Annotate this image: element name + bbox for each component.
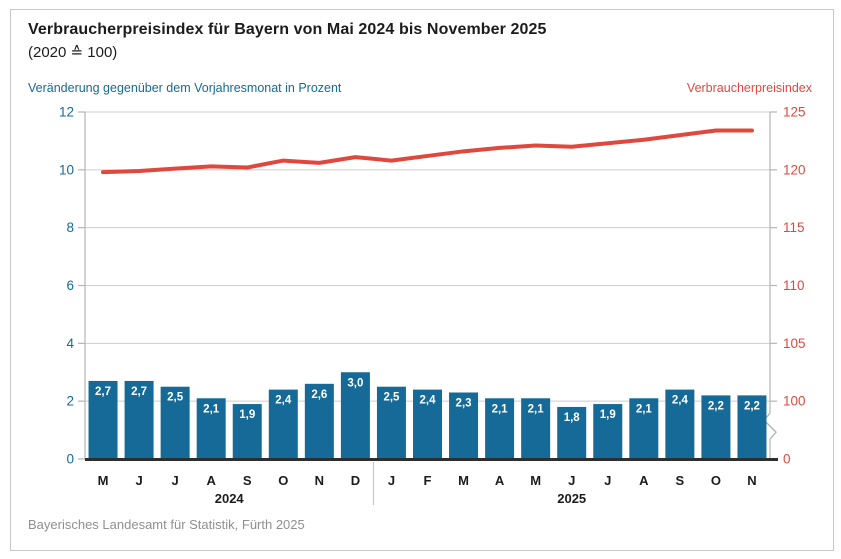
bar bbox=[449, 392, 479, 459]
month-label: A bbox=[639, 473, 649, 488]
bar-value-label: 1,8 bbox=[564, 412, 581, 424]
month-label: J bbox=[172, 473, 179, 488]
month-label: F bbox=[424, 473, 432, 488]
bar-value-label: 2,3 bbox=[456, 397, 472, 409]
month-label: O bbox=[278, 473, 288, 488]
source-footer: Bayerisches Landesamt für Statistik, Für… bbox=[28, 517, 305, 532]
bar bbox=[124, 380, 154, 459]
bar bbox=[413, 389, 442, 459]
month-label: A bbox=[495, 473, 505, 488]
bar bbox=[88, 380, 118, 459]
bar bbox=[232, 404, 262, 459]
bar bbox=[376, 386, 406, 459]
bar-value-label: 2,1 bbox=[636, 403, 653, 415]
left-tick-label: 2 bbox=[66, 394, 74, 409]
bar bbox=[629, 398, 659, 459]
month-label: M bbox=[530, 473, 541, 488]
month-label: S bbox=[676, 473, 685, 488]
bar-value-label: 2,7 bbox=[95, 386, 111, 398]
left-tick-label: 6 bbox=[66, 278, 74, 293]
vpi-line bbox=[101, 128, 754, 175]
left-tick-label: 0 bbox=[66, 452, 74, 467]
chart-subtitle: (2020 ≙ 100) bbox=[28, 44, 118, 61]
bar-value-label: 2,4 bbox=[420, 395, 437, 407]
year-label: 2025 bbox=[557, 491, 586, 506]
left-axis-title: Veränderung gegenüber dem Vorjahresmonat… bbox=[28, 81, 342, 95]
bar-value-label: 2,2 bbox=[708, 400, 724, 412]
bar-value-label: 2,2 bbox=[744, 400, 760, 412]
bar bbox=[340, 372, 370, 459]
left-tick-label: 12 bbox=[59, 105, 74, 120]
bar-value-label: 1,9 bbox=[239, 409, 255, 421]
month-label: A bbox=[206, 473, 216, 488]
bar bbox=[665, 389, 695, 459]
chart-title: Verbraucherpreisindex für Bayern von Mai… bbox=[28, 21, 547, 38]
bar-value-label: 2,5 bbox=[383, 392, 400, 404]
bar-value-label: 2,5 bbox=[167, 392, 184, 404]
right-tick-label: 100 bbox=[783, 394, 806, 409]
month-label: D bbox=[351, 473, 360, 488]
bar-value-label: 2,6 bbox=[311, 389, 327, 401]
bar bbox=[485, 398, 515, 459]
year-label: 2024 bbox=[215, 491, 245, 506]
month-label: N bbox=[315, 473, 324, 488]
right-tick-label: 125 bbox=[783, 105, 806, 120]
bar-value-label: 2,7 bbox=[131, 386, 147, 398]
bar-value-label: 1,9 bbox=[600, 409, 616, 421]
left-tick-label: 10 bbox=[59, 162, 74, 177]
right-axis-title: Verbraucherpreisindex bbox=[686, 81, 812, 95]
right-tick-label: 0 bbox=[783, 452, 791, 467]
bar bbox=[268, 389, 298, 459]
bar bbox=[196, 398, 226, 459]
month-label: S bbox=[243, 473, 252, 488]
bar bbox=[593, 404, 623, 459]
right-tick-label: 120 bbox=[783, 162, 806, 177]
bar-value-label: 2,4 bbox=[275, 395, 292, 407]
month-label: M bbox=[98, 473, 109, 488]
bar-value-label: 2,4 bbox=[672, 395, 689, 407]
bar bbox=[160, 386, 190, 459]
bar-value-label: 2,1 bbox=[492, 403, 509, 415]
left-tick-label: 8 bbox=[66, 220, 74, 235]
month-label: J bbox=[568, 473, 575, 488]
month-label: M bbox=[458, 473, 469, 488]
bar bbox=[701, 395, 731, 459]
right-tick-label: 105 bbox=[783, 336, 806, 351]
right-tick-label: 110 bbox=[783, 278, 805, 293]
month-label: N bbox=[747, 473, 756, 488]
bar bbox=[521, 398, 551, 459]
month-label: J bbox=[135, 473, 142, 488]
bar bbox=[737, 395, 767, 459]
month-label: J bbox=[604, 473, 611, 488]
left-tick-label: 4 bbox=[66, 336, 74, 351]
bar-value-label: 2,1 bbox=[528, 403, 545, 415]
month-label: O bbox=[711, 473, 721, 488]
axis-break-icon bbox=[763, 412, 777, 440]
bar bbox=[557, 406, 587, 459]
bar bbox=[304, 383, 334, 459]
month-label: J bbox=[388, 473, 395, 488]
right-tick-label: 115 bbox=[783, 220, 805, 235]
bar-value-label: 3,0 bbox=[347, 377, 363, 389]
bar-value-label: 2,1 bbox=[203, 403, 220, 415]
